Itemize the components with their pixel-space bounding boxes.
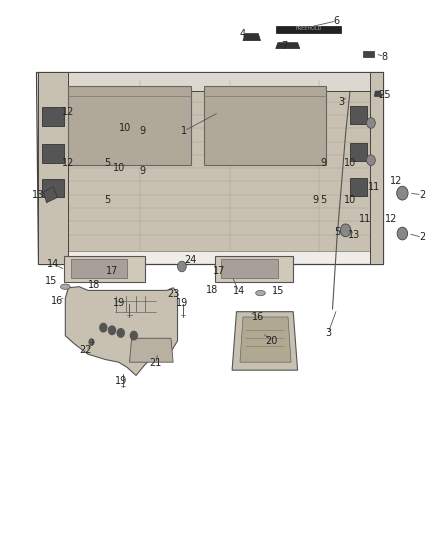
Text: 16: 16 (51, 296, 64, 306)
Text: 9: 9 (140, 166, 146, 176)
Circle shape (397, 227, 408, 240)
Text: 15: 15 (272, 286, 284, 296)
Polygon shape (71, 259, 127, 278)
Ellipse shape (256, 290, 265, 296)
Circle shape (117, 329, 124, 337)
Text: 12: 12 (62, 107, 74, 117)
Text: 19: 19 (115, 376, 127, 386)
Text: 2: 2 (419, 190, 425, 200)
Circle shape (100, 324, 107, 332)
Text: 9: 9 (312, 195, 318, 205)
Circle shape (131, 332, 138, 340)
Polygon shape (363, 51, 374, 56)
Text: 23: 23 (167, 289, 179, 299)
Text: 16: 16 (252, 312, 265, 322)
Polygon shape (370, 72, 383, 264)
Text: 5: 5 (105, 195, 111, 205)
Text: 14: 14 (233, 286, 245, 296)
Text: 7: 7 (281, 41, 288, 51)
Polygon shape (38, 72, 383, 91)
Polygon shape (232, 312, 297, 370)
Text: 10: 10 (113, 163, 125, 173)
Polygon shape (374, 91, 381, 96)
Text: 24: 24 (184, 255, 197, 265)
Polygon shape (130, 338, 173, 362)
Text: 5: 5 (321, 195, 327, 205)
Polygon shape (221, 259, 278, 278)
Text: 20: 20 (265, 336, 278, 346)
Polygon shape (204, 86, 326, 165)
Text: 22: 22 (80, 345, 92, 356)
Text: 3: 3 (325, 328, 331, 338)
Text: 2: 2 (419, 232, 425, 243)
Polygon shape (42, 107, 64, 126)
Text: 8: 8 (382, 52, 388, 61)
Text: 15: 15 (45, 277, 57, 286)
Circle shape (367, 155, 375, 165)
Text: 12: 12 (390, 176, 402, 187)
Polygon shape (51, 80, 370, 251)
Text: 17: 17 (213, 266, 225, 276)
Text: 12: 12 (62, 158, 74, 168)
Text: 11: 11 (359, 214, 371, 224)
Polygon shape (68, 86, 191, 165)
Polygon shape (276, 26, 341, 33)
Text: 3: 3 (338, 96, 344, 107)
Polygon shape (350, 106, 367, 124)
Text: 19: 19 (113, 297, 125, 308)
Text: 13: 13 (32, 190, 44, 200)
Ellipse shape (60, 284, 70, 289)
Text: 25: 25 (379, 90, 391, 100)
Text: 9: 9 (140, 126, 146, 136)
Circle shape (109, 326, 116, 335)
Text: 12: 12 (385, 214, 398, 224)
Polygon shape (350, 177, 367, 196)
Circle shape (367, 118, 375, 128)
Text: 18: 18 (206, 286, 219, 295)
Text: 18: 18 (88, 280, 101, 290)
Text: 10: 10 (344, 158, 356, 168)
Circle shape (177, 261, 186, 272)
Polygon shape (42, 179, 64, 197)
Polygon shape (215, 256, 293, 282)
Circle shape (89, 339, 94, 345)
Text: 14: 14 (47, 259, 59, 269)
Polygon shape (240, 317, 291, 362)
Polygon shape (350, 143, 367, 161)
Circle shape (340, 224, 351, 237)
Text: 13: 13 (348, 230, 360, 240)
Polygon shape (64, 256, 145, 282)
Polygon shape (65, 287, 177, 375)
Text: 10: 10 (344, 195, 356, 205)
Text: 10: 10 (119, 123, 131, 133)
Text: 19: 19 (176, 297, 188, 308)
Polygon shape (42, 144, 64, 163)
Text: 9: 9 (321, 158, 327, 168)
Text: 1: 1 (181, 126, 187, 136)
Polygon shape (35, 72, 383, 264)
Polygon shape (38, 72, 68, 264)
Polygon shape (243, 34, 261, 41)
Polygon shape (43, 187, 57, 203)
Text: 4: 4 (240, 29, 246, 39)
Text: 5: 5 (334, 227, 340, 237)
Text: FREEHOLD: FREEHOLD (295, 26, 321, 31)
Text: 21: 21 (149, 358, 162, 368)
Polygon shape (276, 43, 300, 49)
Text: 17: 17 (106, 266, 118, 276)
Text: 5: 5 (105, 158, 111, 168)
Circle shape (397, 186, 408, 200)
Text: 11: 11 (368, 182, 380, 192)
Text: 6: 6 (334, 16, 340, 26)
